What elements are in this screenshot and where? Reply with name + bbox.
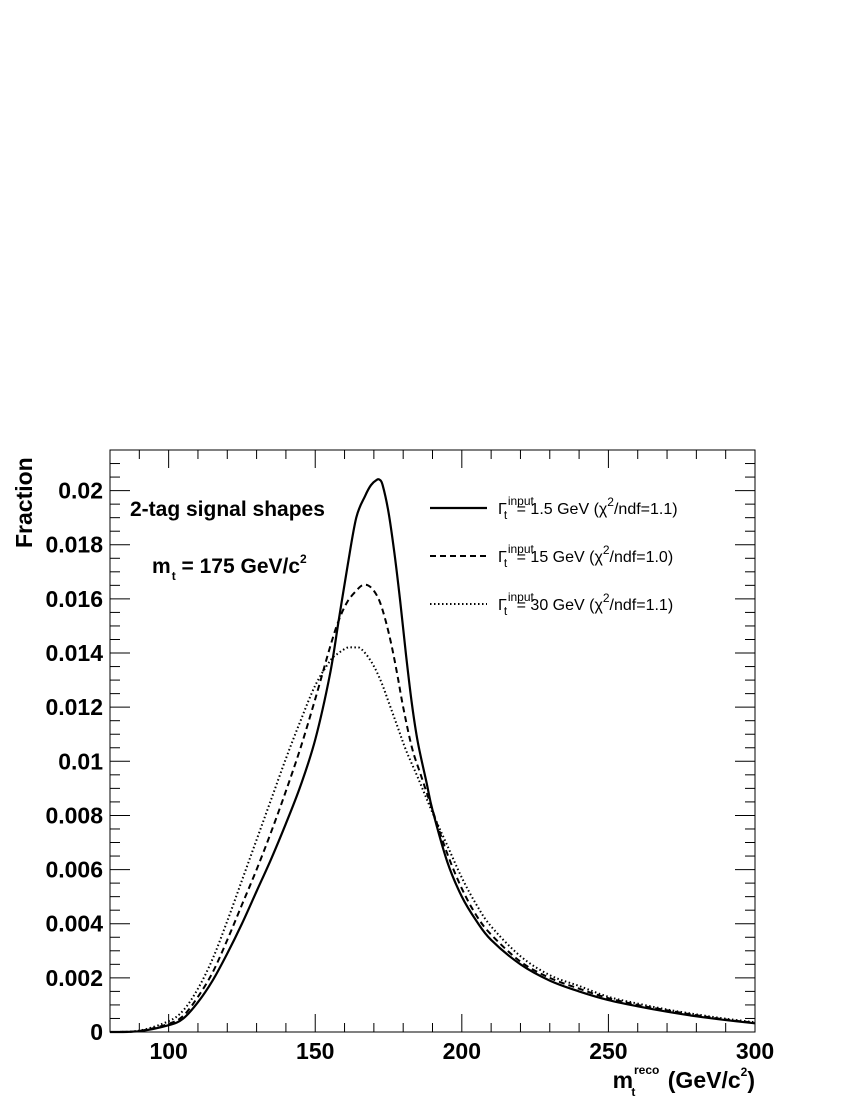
x-tick-label: 300: [736, 1038, 774, 1064]
y-tick-label: 0.006: [45, 857, 103, 883]
y-tick-label: 0.01: [58, 748, 103, 774]
y-tick-label: 0.018: [45, 532, 103, 558]
mass-annotation: mt = 175 GeV/c2: [152, 552, 307, 583]
x-tick-label: 150: [296, 1038, 334, 1064]
x-tick-label: 200: [443, 1038, 481, 1064]
series-lines: [109, 478, 756, 1034]
axis-ticks: [109, 449, 756, 1033]
y-tick-label: 0.02: [58, 478, 103, 504]
y-tick-label: 0.008: [45, 802, 103, 828]
x-tick-label: 250: [589, 1038, 627, 1064]
legend: Γinput t = 1.5 GeV (χ2/ndf=1.1) Γinput t = …: [430, 494, 678, 618]
y-tick-label: 0.004: [45, 911, 103, 937]
x-axis-label: mreco t (GeV/c2): [613, 1063, 755, 1099]
y-tick-label: 0: [90, 1019, 103, 1045]
legend-entry: Γinput t = 15 GeV (χ2/ndf=1.0): [498, 542, 673, 570]
y-tick-label: 0.016: [45, 586, 103, 612]
series-line-dotted: [109, 646, 756, 1033]
series-line-solid: [109, 478, 756, 1034]
axis-tick-labels: 100 150 200 250 300 0 0.002 0.004 0.006 0.008 0.01…: [45, 478, 774, 1064]
y-axis-label: Fraction: [11, 457, 37, 548]
plot-frame: [109, 449, 756, 1033]
y-tick-label: 0.014: [45, 640, 103, 666]
y-tick-label: 0.002: [45, 965, 103, 991]
legend-entry: Γinput t = 1.5 GeV (χ2/ndf=1.1): [498, 494, 678, 522]
series-line-dashed: [109, 583, 756, 1033]
x-tick-label: 100: [149, 1038, 187, 1064]
chart-title-annotation: 2-tag signal shapes: [130, 498, 325, 521]
y-tick-label: 0.012: [45, 694, 103, 720]
legend-entry: Γinput t = 30 GeV (χ2/ndf=1.1): [498, 590, 673, 618]
